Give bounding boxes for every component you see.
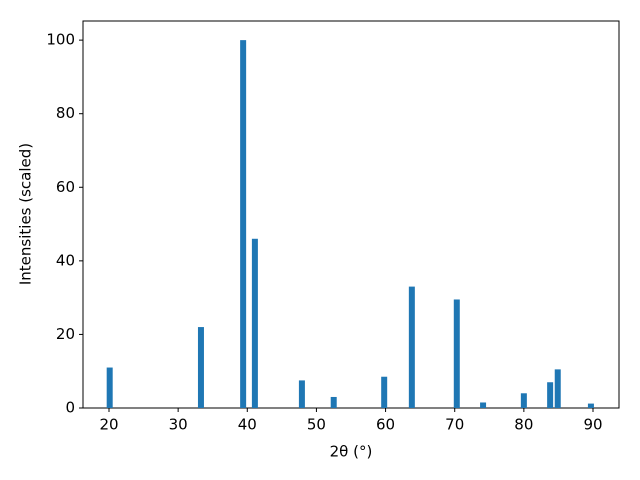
x-tick-label: 70 (445, 416, 464, 434)
bar (197, 327, 204, 408)
y-tick-label: 20 (56, 325, 75, 343)
bar (381, 376, 388, 408)
x-tick-label: 90 (583, 416, 602, 434)
y-tick-label: 100 (46, 31, 75, 49)
bar (240, 40, 247, 409)
bar (520, 393, 527, 408)
y-tick-label: 80 (56, 104, 75, 122)
x-tick-label: 30 (169, 416, 188, 434)
bar (547, 382, 554, 408)
x-tick-label: 40 (238, 416, 257, 434)
x-tick-label: 50 (307, 416, 326, 434)
bar (480, 402, 487, 408)
bar (408, 286, 415, 408)
bar (251, 238, 258, 408)
y-axis-label: Intensities (scaled) (17, 143, 35, 285)
bar (453, 299, 460, 408)
y-tick-label: 40 (56, 251, 75, 269)
plot-frame (82, 20, 620, 409)
x-axis-label: 2θ (°) (330, 443, 373, 461)
y-tick-label: 60 (56, 178, 75, 196)
x-tick-label: 60 (376, 416, 395, 434)
x-tick-label: 20 (99, 416, 118, 434)
bar (106, 367, 113, 408)
bar (587, 403, 594, 408)
bar (298, 380, 305, 408)
bar (554, 369, 561, 408)
x-tick-label: 80 (514, 416, 533, 434)
bar (330, 396, 337, 408)
y-tick-label: 0 (65, 399, 75, 417)
